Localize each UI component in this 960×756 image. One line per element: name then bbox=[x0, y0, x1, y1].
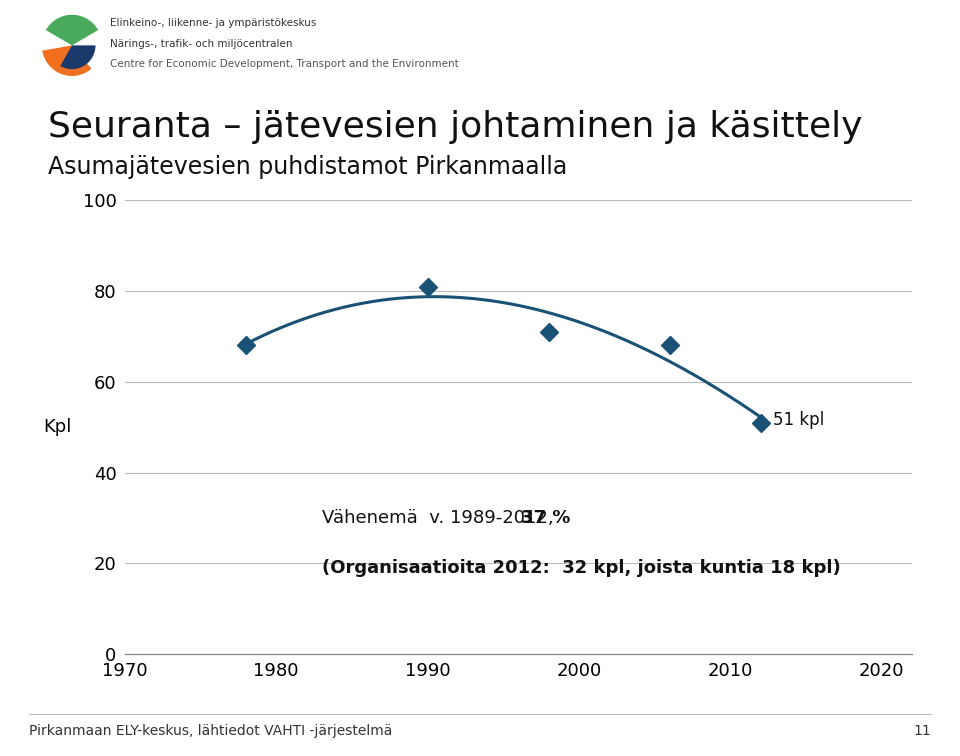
Text: Centre for Economic Development, Transport and the Environment: Centre for Economic Development, Transpo… bbox=[110, 59, 459, 69]
Y-axis label: Kpl: Kpl bbox=[43, 418, 72, 436]
Text: Pirkanmaan ELY-keskus, lähtiedot VAHTI -järjestelmä: Pirkanmaan ELY-keskus, lähtiedot VAHTI -… bbox=[29, 724, 393, 738]
Text: Seuranta – jätevesien johtaminen ja käsittely: Seuranta – jätevesien johtaminen ja käsi… bbox=[48, 110, 862, 144]
Wedge shape bbox=[46, 15, 98, 45]
Text: (Organisaatioita 2012:  32 kpl, joista kuntia 18 kpl): (Organisaatioita 2012: 32 kpl, joista ku… bbox=[322, 559, 840, 577]
Text: Asumajätevesien puhdistamot Pirkanmaalla: Asumajätevesien puhdistamot Pirkanmaalla bbox=[48, 155, 567, 179]
Text: Närings-, trafik- och miljöcentralen: Närings-, trafik- och miljöcentralen bbox=[110, 39, 293, 48]
Wedge shape bbox=[42, 45, 91, 76]
Text: 11: 11 bbox=[914, 724, 931, 738]
Text: Vähenemä  v. 1989-2012,: Vähenemä v. 1989-2012, bbox=[322, 509, 559, 527]
Wedge shape bbox=[60, 45, 96, 70]
Text: Elinkeino-, liikenne- ja ympäristökeskus: Elinkeino-, liikenne- ja ympäristökeskus bbox=[110, 18, 317, 28]
Text: 51 kpl: 51 kpl bbox=[773, 411, 824, 429]
Text: 37 %: 37 % bbox=[521, 509, 571, 527]
